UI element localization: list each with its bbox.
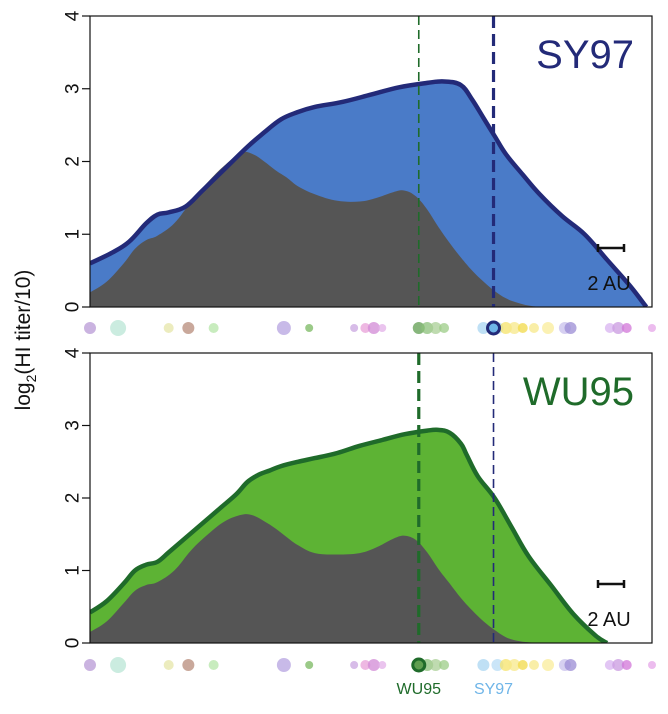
strain-label: SY97: [474, 681, 513, 698]
strain-marker: [182, 659, 195, 671]
strain-marker: [542, 322, 555, 334]
strain-marker: [604, 660, 615, 670]
strain-marker: [305, 661, 314, 669]
strain-marker: [182, 322, 195, 334]
strain-marker: [84, 322, 96, 334]
strain-marker: [621, 660, 632, 670]
strain-marker: [276, 321, 291, 335]
y-axis-label-suffix: (HI titer/10): [12, 270, 35, 375]
strain-marker: [208, 660, 219, 670]
strain-marker: [378, 661, 387, 669]
strain-marker: [208, 323, 219, 333]
strain-marker: [508, 322, 521, 334]
strain-marker: [564, 659, 577, 671]
highlighted-strain-marker: [411, 657, 427, 673]
strain-marker: [517, 660, 528, 670]
strain-marker: [421, 322, 434, 334]
y-tick-label: 4: [63, 347, 84, 358]
strain-marker: [612, 322, 625, 334]
strain-marker: [542, 659, 555, 671]
titer-outline: [90, 427, 609, 643]
strain-marker: [491, 659, 504, 671]
scale-bar-label: 2 AU: [587, 273, 630, 295]
strain-marker: [477, 659, 490, 671]
strain-marker: [508, 659, 521, 671]
strain-marker: [499, 659, 512, 671]
strain-marker: [477, 322, 490, 334]
strain-marker: [517, 323, 528, 333]
strain-marker: [621, 323, 632, 333]
strain-marker: [360, 660, 371, 670]
strain-marker: [604, 323, 615, 333]
panel-wu95: 0 1 2 3 4 WU95 2 AU: [63, 347, 653, 649]
highlighted-strain-marker: [486, 320, 502, 336]
strain-marker: [163, 660, 174, 670]
strain-marker: [350, 324, 359, 332]
strain-marker: [110, 657, 127, 673]
strain-marker: [528, 660, 539, 670]
y-tick-label: 0: [63, 302, 84, 313]
strain-marker: [163, 323, 174, 333]
y-tick-label: 2: [63, 156, 84, 167]
strain-marker: [276, 658, 291, 672]
panel-sy97: 0 1 2 3 4 SY97 2 AU: [63, 10, 653, 313]
strain-marker: [528, 323, 539, 333]
strain-marker: [360, 323, 371, 333]
strain-marker: [350, 661, 359, 669]
strain-marker: [378, 324, 387, 332]
strain-marker: [564, 322, 577, 334]
panel-title: WU95: [523, 370, 634, 414]
strain-marker: [429, 659, 442, 671]
y-tick-label: 1: [63, 229, 84, 240]
y-tick-label: 3: [63, 420, 84, 431]
strain-marker-row: [84, 320, 656, 336]
y-axis-label-subscript: 2: [23, 374, 39, 382]
strain-marker: [367, 659, 380, 671]
strain-marker: [612, 659, 625, 671]
strain-marker: [439, 660, 450, 670]
strain-marker: [367, 322, 380, 334]
y-tick-label: 4: [63, 10, 84, 21]
strain-marker: [110, 320, 127, 336]
strain-marker: [305, 324, 314, 332]
strain-marker: [499, 322, 512, 334]
scale-bar-label: 2 AU: [587, 609, 630, 631]
y-tick-label: 3: [63, 83, 84, 94]
titer-outline: [90, 79, 649, 307]
strain-marker: [412, 322, 425, 334]
y-tick-label: 0: [63, 638, 84, 649]
panel-title: SY97: [536, 33, 634, 77]
gray-area: [90, 514, 540, 643]
strain-marker: [84, 659, 96, 671]
strain-marker: [648, 661, 656, 669]
y-axis-label-prefix: log: [12, 382, 35, 410]
panel-plot-area: [90, 427, 609, 643]
strain-marker-row: [84, 657, 656, 673]
strain-marker: [429, 322, 442, 334]
strain-label: WU95: [397, 681, 442, 698]
y-axis-label: log2(HI titer/10): [12, 270, 39, 411]
y-tick-label: 2: [63, 493, 84, 504]
panel-plot-area: [90, 79, 649, 307]
strain-marker: [648, 324, 656, 332]
strain-marker: [439, 323, 450, 333]
y-tick-label: 1: [63, 565, 84, 576]
